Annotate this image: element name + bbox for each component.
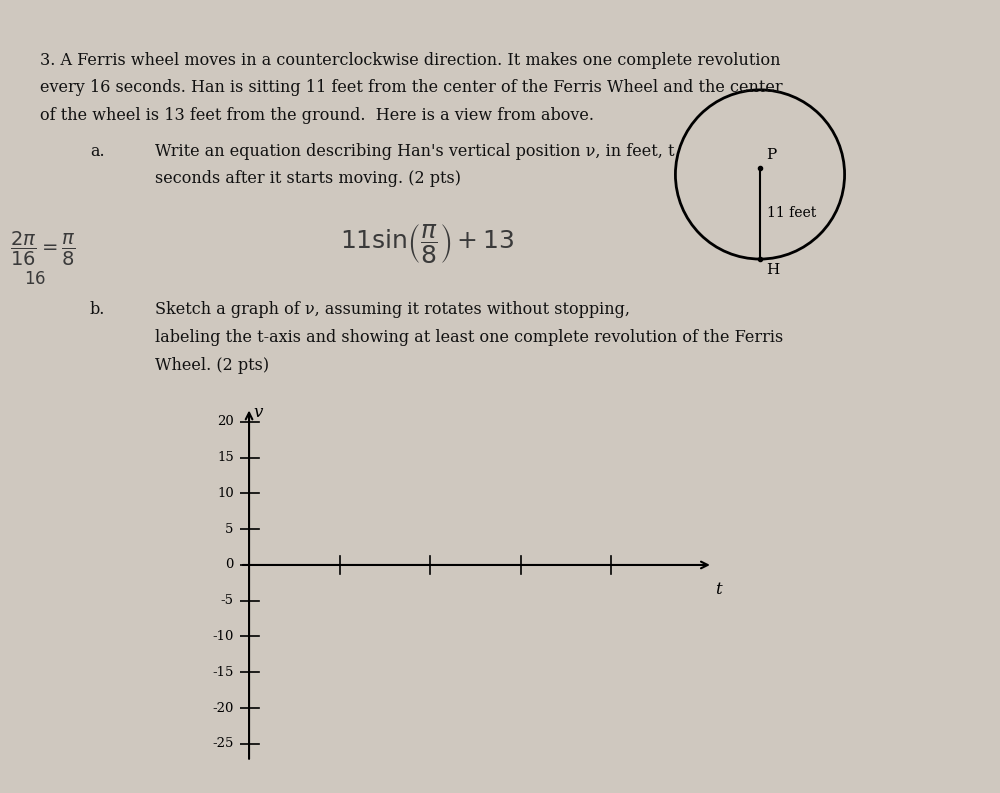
Text: a.: a. <box>90 143 105 159</box>
Text: 11 feet: 11 feet <box>767 205 816 220</box>
Text: labeling the t-axis and showing at least one complete revolution of the Ferris: labeling the t-axis and showing at least… <box>155 329 783 346</box>
Text: 3. A Ferris wheel moves in a counterclockwise direction. It makes one complete r: 3. A Ferris wheel moves in a countercloc… <box>40 52 780 68</box>
Text: -25: -25 <box>212 737 234 750</box>
Text: $11\sin\!\left(\dfrac{\pi}{8}\right)+13$: $11\sin\!\left(\dfrac{\pi}{8}\right)+13$ <box>340 222 514 266</box>
Text: Write an equation describing Han's vertical position ν, in feet, t: Write an equation describing Han's verti… <box>155 143 674 159</box>
Text: -15: -15 <box>212 666 234 679</box>
Text: 10: 10 <box>217 487 234 500</box>
Text: every 16 seconds. Han is sitting 11 feet from the center of the Ferris Wheel and: every 16 seconds. Han is sitting 11 feet… <box>40 79 783 96</box>
Text: 5: 5 <box>225 523 234 536</box>
Text: P: P <box>766 147 776 162</box>
Text: Wheel. (2 pts): Wheel. (2 pts) <box>155 357 269 374</box>
Text: Sketch a graph of ν, assuming it rotates without stopping,: Sketch a graph of ν, assuming it rotates… <box>155 301 630 318</box>
Text: v: v <box>254 404 263 421</box>
Text: H: H <box>766 263 779 278</box>
Text: 0: 0 <box>225 558 234 572</box>
Text: 15: 15 <box>217 451 234 464</box>
Text: -5: -5 <box>221 594 234 607</box>
Text: -20: -20 <box>212 702 234 714</box>
Text: -10: -10 <box>212 630 234 643</box>
Text: t: t <box>715 580 722 598</box>
Text: of the wheel is 13 feet from the ground.  Here is a view from above.: of the wheel is 13 feet from the ground.… <box>40 107 594 124</box>
Text: $16$: $16$ <box>24 270 46 288</box>
Text: seconds after it starts moving. (2 pts): seconds after it starts moving. (2 pts) <box>155 170 461 187</box>
Text: $\dfrac{2\pi}{16}=\dfrac{\pi}{8}$: $\dfrac{2\pi}{16}=\dfrac{\pi}{8}$ <box>10 230 76 268</box>
Text: 20: 20 <box>217 416 234 428</box>
Text: b.: b. <box>90 301 105 318</box>
